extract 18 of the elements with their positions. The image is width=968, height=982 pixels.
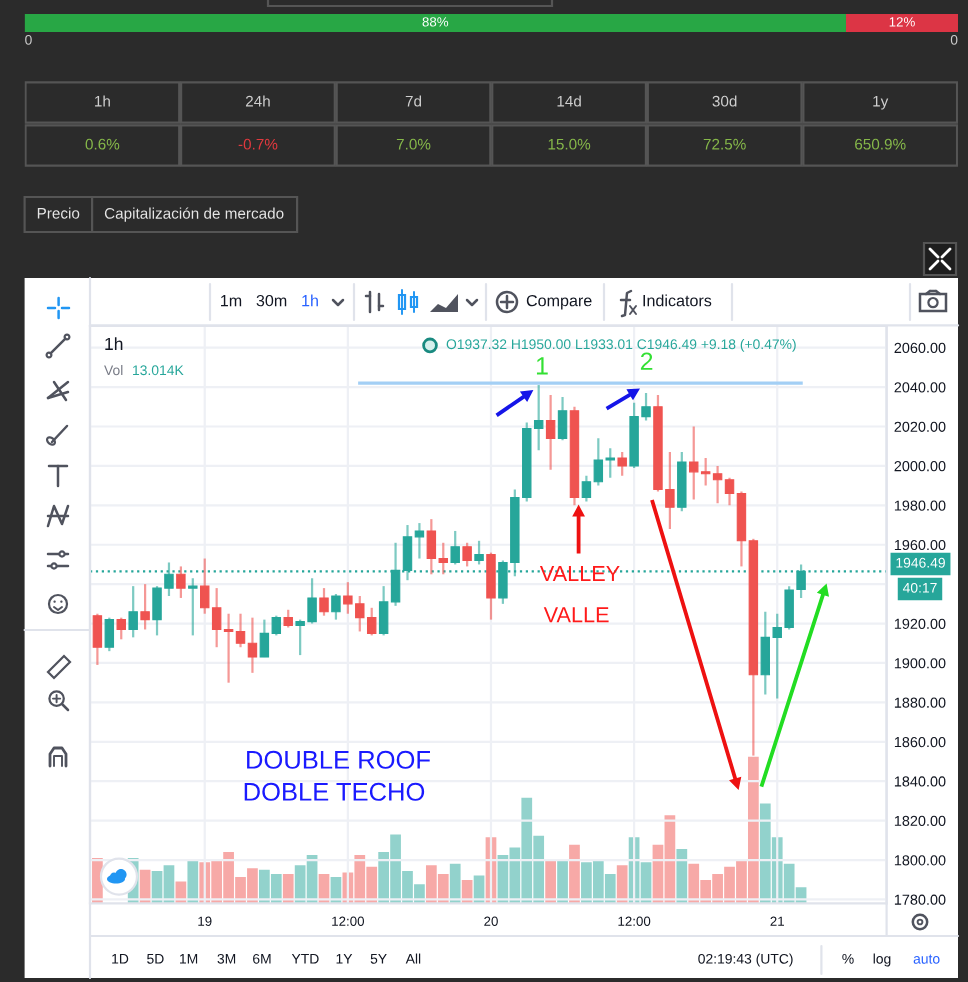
annotation: DOUBLE ROOF <box>247 750 430 769</box>
annotation: DOBLE TECHO <box>244 782 425 801</box>
annotation: 2 <box>640 352 653 370</box>
bar <box>187 860 199 904</box>
annotation: 1h <box>105 337 123 350</box>
text: 30m <box>256 294 287 307</box>
text: Indicators <box>643 294 712 307</box>
bar <box>569 844 580 904</box>
annotation: 1 <box>536 357 548 375</box>
bar <box>449 863 461 904</box>
bar <box>676 849 688 904</box>
bar <box>616 865 628 904</box>
text: 1h <box>302 294 318 307</box>
annotation: VALLE <box>543 607 609 623</box>
bar <box>557 860 568 904</box>
text: 1m <box>221 295 242 307</box>
annotation: VALLEY <box>539 566 620 581</box>
text: Compare <box>526 294 592 310</box>
